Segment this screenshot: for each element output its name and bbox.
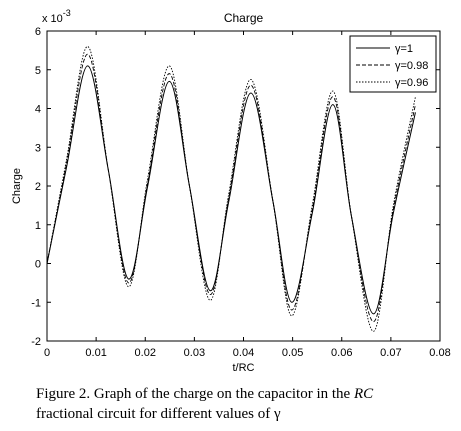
y-tick-label: 0 [35,259,41,271]
x-tick-label: 0.02 [135,347,156,359]
caption-gamma: γ [273,406,281,422]
x-tick-label: 0.03 [184,347,205,359]
charge-chart: 0 0.01 0.02 0.03 0.04 0.05 0.06 0.07 0.08 -2 -1 0 1 2… [11,8,451,374]
x-tick-label: 0.05 [282,347,303,359]
series-line-2 [46,53,416,323]
y-tick-label: 5 [35,65,41,77]
x-tick-label: 0.06 [331,347,352,359]
x-tick-label: 0.04 [233,347,254,359]
legend-label-1: γ=1 [395,43,413,55]
legend: γ=1 γ=0.98 γ=0.96 [349,35,437,93]
y-axis-exponent: x 10-3 [42,8,71,25]
caption-rc: RC [353,386,374,402]
y-exponent-power: -3 [63,8,71,18]
ticks-group: 0 0.01 0.02 0.03 0.04 0.05 0.06 0.07 0.08 -2 -1 0 1 2… [31,26,450,359]
y-tick-label: 2 [35,181,41,193]
caption-line-2-text: fractional circuit for different values … [36,406,274,422]
figure-caption: Figure 2. Graph of the charge on the cap… [36,384,446,424]
legend-label-2: γ=0.98 [395,60,428,72]
legend-label-3: γ=0.96 [395,77,428,89]
y-tick-label: 1 [35,220,41,232]
series-line-1 [46,65,416,315]
x-tick-label: 0.07 [380,347,401,359]
chart-title: Charge [224,11,264,25]
caption-line-1: Figure 2. Graph of the charge on the cap… [36,384,446,404]
y-tick-label: -2 [31,336,41,348]
x-axis-label: t/RC [233,362,255,374]
caption-line-1-text: Figure 2. Graph of the charge on the cap… [36,386,354,402]
caption-line-2: fractional circuit for different values … [36,404,446,424]
x-tick-label: 0.01 [85,347,106,359]
y-tick-label: 4 [35,104,41,116]
y-tick-label: -1 [31,297,41,309]
x-tick-label: 0 [44,347,50,359]
y-tick-label: 3 [35,142,41,154]
series-group [46,46,416,332]
x-tick-label: 0.08 [429,347,450,359]
legend-box [349,35,437,93]
y-tick-label: 6 [35,26,41,38]
y-exponent-base: x 10 [42,13,63,25]
y-axis-label: Charge [11,168,23,204]
